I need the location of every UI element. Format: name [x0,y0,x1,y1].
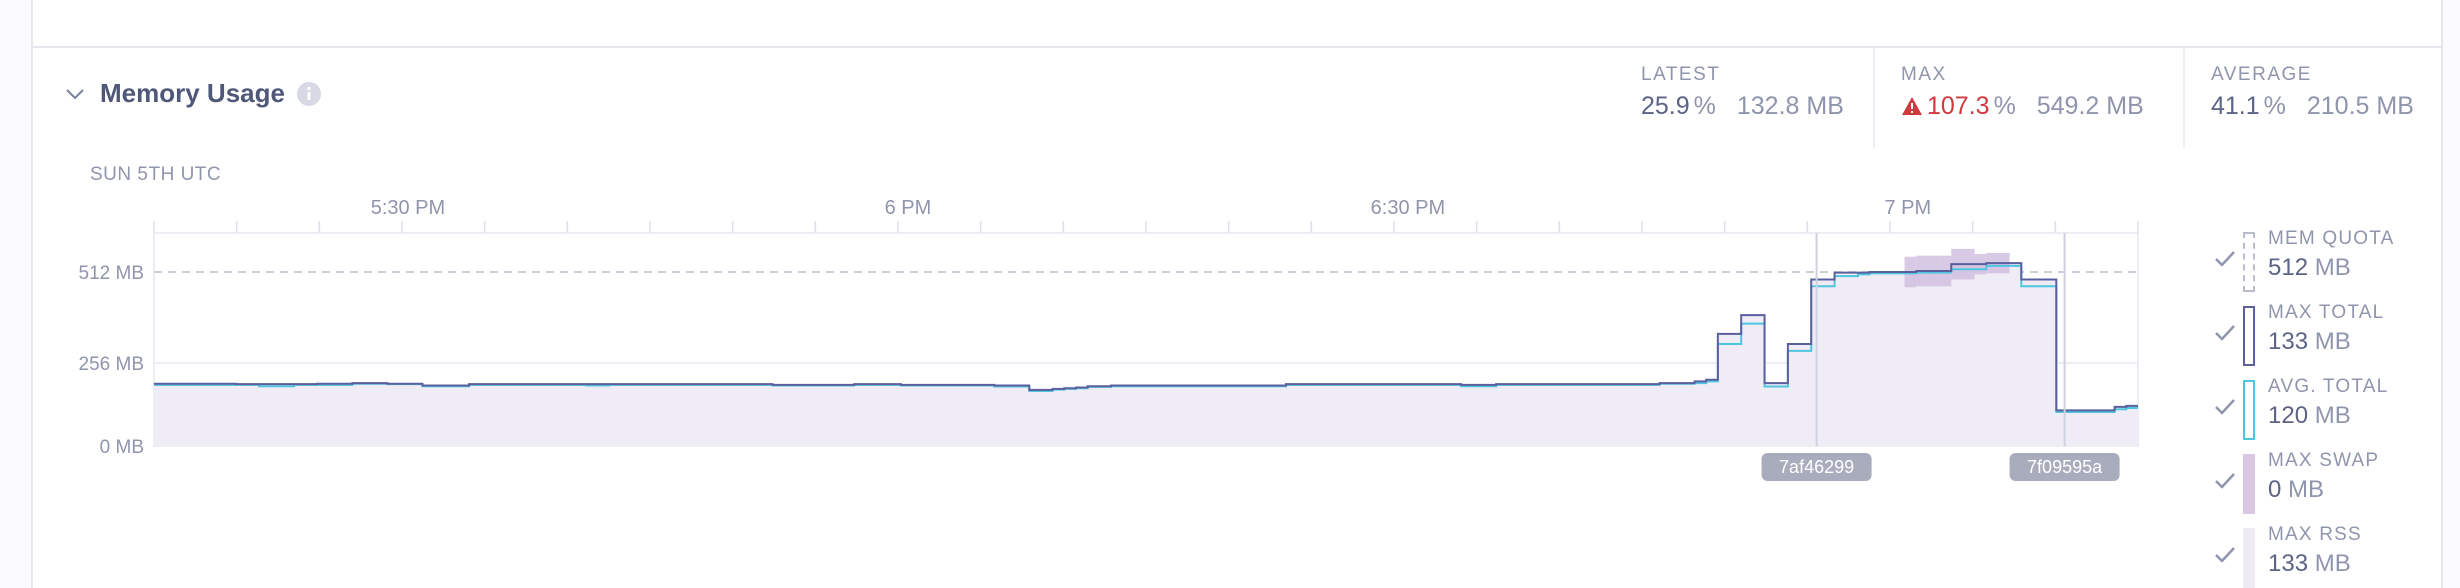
previous-panel [31,0,2443,48]
legend-label: MAX SWAP [2268,450,2380,471]
max-rss-area [154,263,2138,446]
check-icon[interactable] [2213,320,2237,344]
date-label: SUN 5TH UTC [90,164,221,185]
x-tick-label: 6:30 PM [1371,197,1445,219]
x-tick-label: 7 PM [1885,197,1932,219]
stat-max-label: MAX [1901,64,1947,85]
deploy-tag-bg [1761,453,1872,481]
stat-max-percent-unit: % [1993,92,2016,120]
stat-latest-absolute: 132.8 MB [1736,92,1844,120]
legend-swatch [2243,454,2255,514]
check-icon[interactable] [2213,394,2237,418]
legend-value: 120 MB [2268,402,2351,430]
check-icon[interactable] [2213,542,2237,566]
legend-item-max-rss[interactable]: MAX RSS 133 MB [2213,524,2453,588]
deploy-tag[interactable]: 7f09595a [2009,453,2120,481]
stat-max: MAX 107.3% 549.2 MB [1901,64,2144,121]
legend-item-avg-total[interactable]: AVG. TOTAL 120 MB [2213,376,2453,440]
legend-value-number: 512 [2268,254,2309,281]
legend-value-number: 133 [2268,328,2309,355]
deploy-tag-bg [2009,453,2120,481]
stat-latest: LATEST 25.9% 132.8 MB [1641,64,1844,121]
stat-latest-percent: 25.9 [1641,92,1690,120]
deploy-tag-label: 7af46299 [1779,457,1854,477]
panel-title: Memory Usage [100,78,285,108]
memory-usage-panel: Memory Usage LATEST 25.9% 132.8 MB MAX 1… [31,48,2443,588]
y-tick-label: 0 MB [100,437,144,458]
stat-average-percent: 41.1 [2211,92,2260,120]
legend-value-number: 120 [2268,402,2309,429]
warning-icon [1902,97,1922,115]
deploy-tag-label: 7f09595a [2027,457,2103,477]
legend-label: MAX RSS [2268,524,2362,545]
chevron-down-icon[interactable] [63,82,87,106]
x-tick-label: 5:30 PM [371,197,445,219]
legend-value-unit: MB [2308,402,2351,429]
deploy-tag[interactable]: 7af46299 [1761,453,1872,481]
y-tick-label: 512 MB [79,263,144,284]
stat-max-absolute: 549.2 MB [2036,92,2144,120]
stat-divider [2183,48,2185,148]
legend-swatch [2243,380,2255,440]
legend-value: 133 MB [2268,328,2351,356]
legend-item-max-swap[interactable]: MAX SWAP 0 MB [2213,450,2453,514]
stat-average-absolute: 210.5 MB [2306,92,2414,120]
legend-swatch [2243,232,2255,292]
legend-label: AVG. TOTAL [2268,376,2389,397]
legend-value-unit: MB [2308,254,2351,281]
legend-label: MAX TOTAL [2268,302,2385,323]
info-icon[interactable] [296,81,322,107]
legend-value-number: 133 [2268,550,2309,577]
y-tick-label: 256 MB [79,354,144,375]
legend-value-number: 0 [2268,476,2282,503]
legend-value-unit: MB [2308,328,2351,355]
legend-swatch [2243,306,2255,366]
memory-chart[interactable]: SUN 5TH UTC 5:30 PM 6 PM 6:30 PM 7 PM 512 M… [33,48,2183,548]
check-icon[interactable] [2213,246,2237,270]
stat-max-percent: 107.3 [1927,92,1990,120]
legend-value-unit: MB [2281,476,2325,503]
stat-average-label: AVERAGE [2211,64,2312,85]
stat-average-percent-unit: % [2263,92,2286,120]
legend-value: 512 MB [2268,254,2351,282]
legend-label: MEM QUOTA [2268,228,2395,249]
max-total-line [154,262,2138,412]
x-tick-label: 6 PM [885,197,932,219]
legend-item-mem-quota[interactable]: MEM QUOTA 512 MB [2213,228,2453,292]
stat-latest-percent-unit: % [1693,92,1716,120]
stat-average: AVERAGE 41.1% 210.5 MB [2211,64,2414,121]
legend-value-unit: MB [2308,550,2351,577]
legend-item-max-total[interactable]: MAX TOTAL 133 MB [2213,302,2453,366]
check-icon[interactable] [2213,468,2237,492]
panel-header: Memory Usage LATEST 25.9% 132.8 MB MAX 1… [33,48,2441,148]
stat-latest-label: LATEST [1641,64,1721,85]
legend-value: 133 MB [2268,550,2351,578]
legend-swatch [2243,528,2255,588]
legend-value: 0 MB [2268,476,2324,504]
stat-divider [1873,48,1875,148]
